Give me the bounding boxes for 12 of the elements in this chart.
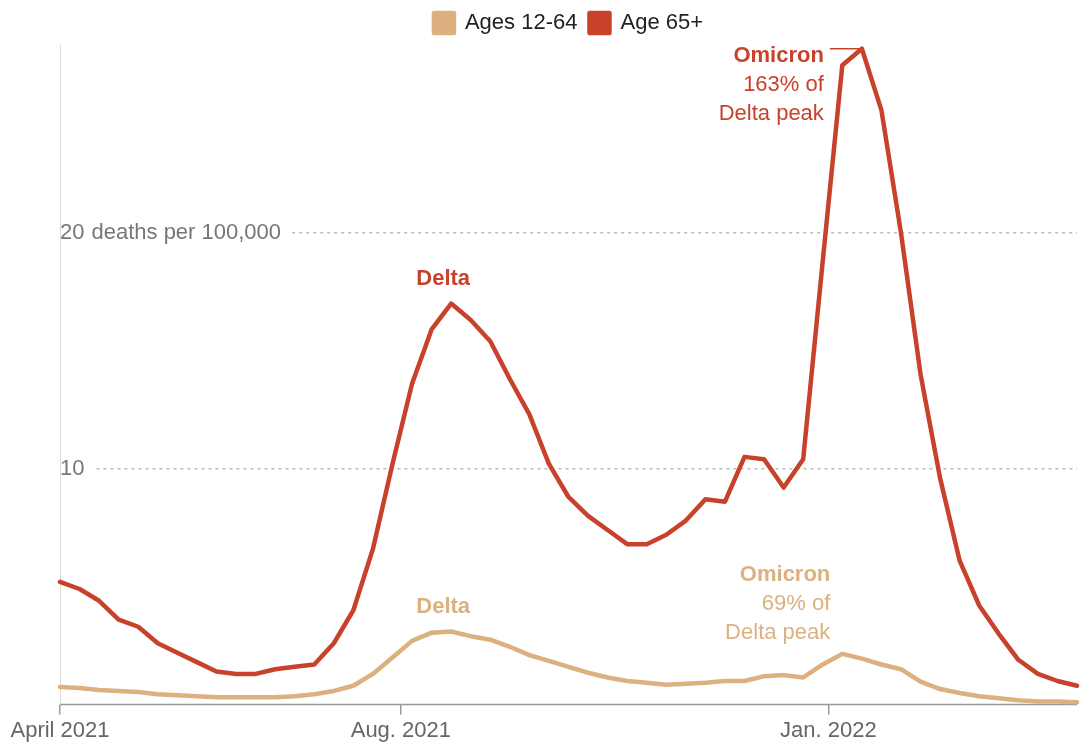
y-tick-label: 20 [60,218,85,244]
annotation: Delta [416,264,471,290]
x-tick-label: Jan. 2022 [780,716,877,742]
annotation: Delta [416,592,471,618]
annotation: Omicron 69% of Delta peak [725,560,832,644]
legend-label: Ages 12-64 [464,9,578,35]
x-tick-label: April 2021 [10,716,110,742]
x-tick-label: Aug. 2021 [350,716,452,742]
annotation: Omicron 163% of Delta peak [718,41,825,125]
legend-label: Age 65+ [620,9,704,35]
y-tick-label: 10 [60,454,85,480]
y-axis-title: deaths per 100,000 [91,218,282,244]
